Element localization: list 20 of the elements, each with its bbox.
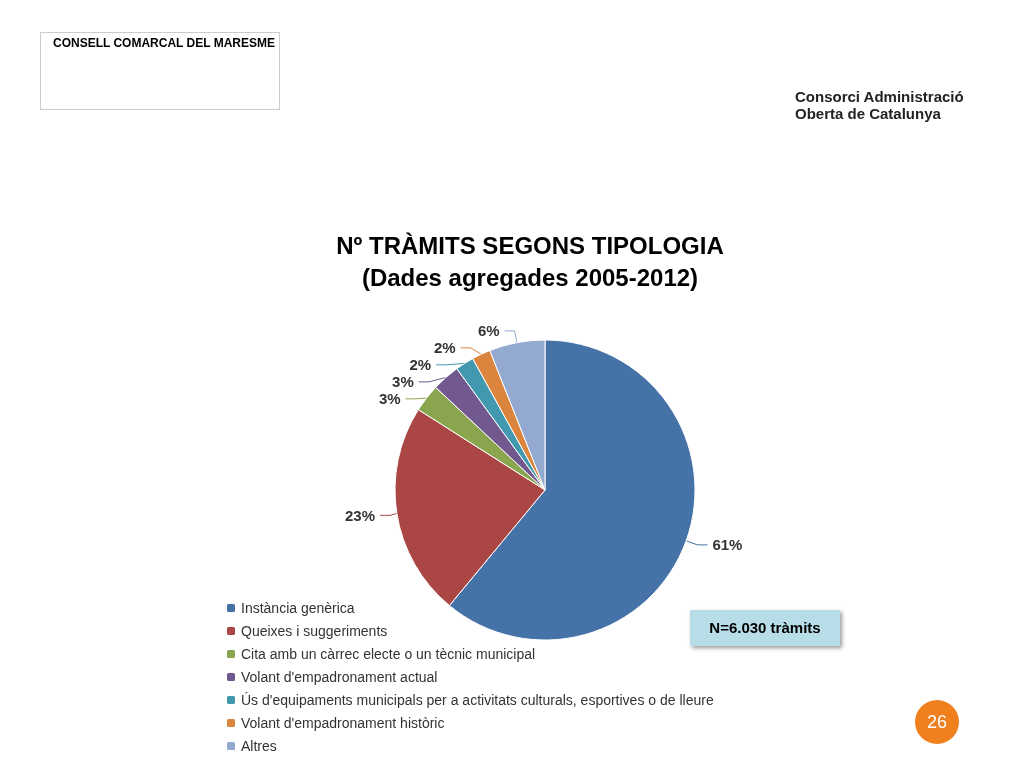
text: Consorci Administració Oberta de Catalunya xyxy=(795,88,965,122)
data-label: 2% xyxy=(409,356,432,374)
data-label: 3% xyxy=(392,373,414,391)
data-label: 23% xyxy=(344,506,375,524)
chart-title: Nº TRÀMITS SEGONS TIPOLOGIA xyxy=(336,231,724,259)
legend-label: Cita amb un càrrec electe o un tècnic municipal xyxy=(241,646,536,662)
data-label: 2% xyxy=(433,339,456,357)
data-label: 6% xyxy=(477,322,500,340)
legend-label: Altres xyxy=(241,738,277,754)
legend-label: Volant d'empadronament actual xyxy=(241,669,438,685)
text: CONSELL COMARCAL DEL MARESME xyxy=(40,32,280,110)
text: N=6.030 tràmits xyxy=(690,610,840,646)
chart-subtitle: (Dades agregades 2005-2012) xyxy=(361,263,699,291)
legend-label: Ús d'equipaments municipals per a activitats culturals, esportives o de lleure xyxy=(241,692,714,708)
text: 26 xyxy=(915,700,959,744)
data-label: 61% xyxy=(712,536,743,554)
data-label: 3% xyxy=(378,390,401,408)
legend-label: Volant d'empadronament històric xyxy=(241,715,445,731)
legend-label: Instància genèrica xyxy=(241,600,355,616)
legend-label: Queixes i suggeriments xyxy=(241,623,388,639)
